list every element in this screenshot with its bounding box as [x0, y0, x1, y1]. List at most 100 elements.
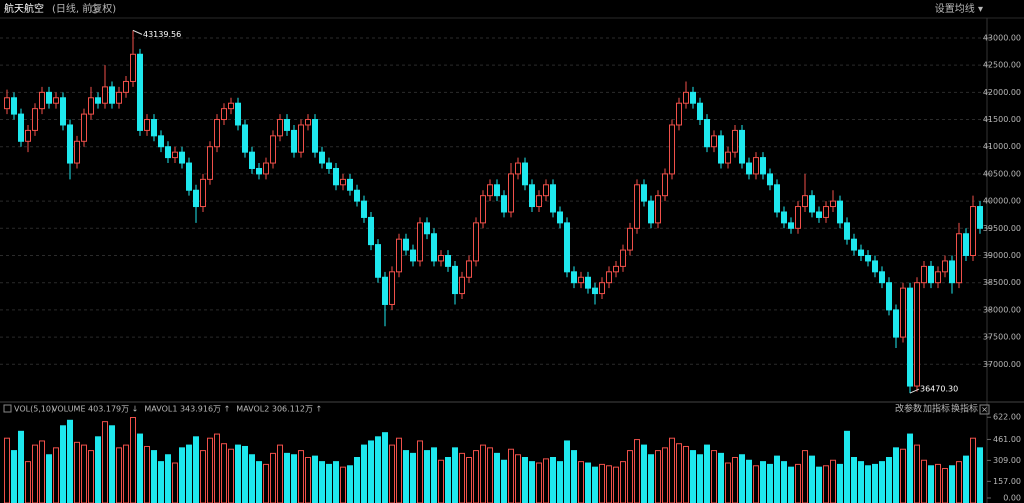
volume-bar — [270, 452, 276, 503]
volume-bar — [165, 454, 171, 503]
candle-body — [494, 184, 500, 197]
volume-bar — [914, 444, 920, 503]
volume-bar — [67, 419, 73, 503]
candle-body — [725, 151, 731, 164]
candle-body — [480, 195, 486, 224]
volume-bar — [956, 461, 962, 503]
volume-bar — [109, 425, 115, 503]
candle-body — [151, 119, 157, 137]
volume-bar — [95, 436, 101, 503]
volume-bar — [81, 444, 87, 503]
volume-bar — [116, 447, 122, 503]
candle-body — [795, 206, 801, 229]
candle-body — [543, 184, 549, 197]
candle-body — [907, 287, 913, 387]
volume-bar — [564, 440, 570, 503]
candle-body — [221, 108, 227, 121]
candle-body — [424, 222, 430, 235]
volume-bar — [802, 450, 808, 503]
candle-body — [557, 211, 563, 224]
ma-setting-button[interactable]: 设置均线 ▾ — [935, 2, 983, 15]
candle-body — [123, 80, 129, 93]
indicator-button[interactable]: 改参数 — [895, 403, 922, 415]
volume-bar — [207, 437, 213, 503]
y-tick-label: 42000.00 — [983, 88, 1021, 97]
candle-body — [655, 195, 661, 224]
volume-bar — [634, 439, 640, 503]
candle-body — [242, 124, 248, 153]
candle-body — [816, 211, 822, 218]
volume-bar — [144, 445, 150, 503]
candle-body — [599, 282, 605, 295]
candle-body — [536, 195, 542, 208]
y-tick-label: 309.00 — [993, 456, 1021, 465]
y-tick-label: 157.00 — [993, 477, 1021, 486]
candle-body — [641, 184, 647, 202]
volume-bar — [4, 437, 10, 503]
volume-bar — [795, 463, 801, 503]
y-tick-label: 37500.00 — [983, 333, 1021, 342]
volume-bar — [102, 421, 108, 503]
volume-bar — [130, 417, 136, 503]
volume-bar — [788, 466, 794, 503]
volume-bar — [326, 463, 332, 503]
candle-body — [361, 200, 367, 218]
candle-body — [501, 195, 507, 213]
settings-icon[interactable] — [90, 4, 100, 14]
candle-body — [893, 309, 899, 338]
volume-bar — [74, 441, 80, 503]
close-button[interactable] — [979, 404, 990, 415]
legend-entry: VOLUME 403.179万 ↓ — [52, 405, 138, 414]
volume-bar — [179, 447, 185, 503]
volume-bar — [746, 459, 752, 503]
candle-body — [592, 287, 598, 295]
low-label: 36470.30 — [920, 385, 958, 394]
candle-body — [648, 200, 654, 224]
indicator-button[interactable]: 加指标 — [923, 403, 950, 415]
candle-body — [214, 119, 220, 148]
volume-bar — [732, 457, 738, 503]
candle-body — [179, 151, 185, 164]
candle-body — [284, 119, 290, 131]
candle-body — [858, 249, 864, 257]
volume-bar — [501, 459, 507, 503]
candle-body — [354, 189, 360, 202]
candle-body — [788, 222, 794, 229]
candle-body — [977, 206, 983, 229]
volume-bar — [375, 436, 381, 503]
candle-body — [368, 216, 374, 246]
volume-bar — [592, 466, 598, 503]
candle-body — [578, 276, 584, 284]
candle-body — [921, 265, 927, 284]
volume-bar — [900, 448, 906, 503]
candle-body — [865, 255, 871, 262]
volume-bar — [368, 440, 374, 503]
volume-bar — [522, 457, 528, 503]
volume-bar — [928, 465, 934, 503]
volume-bar — [60, 425, 66, 503]
volume-bar — [613, 466, 619, 503]
candle-body — [277, 119, 283, 137]
volume-bar — [158, 461, 164, 503]
volume-bar — [648, 454, 654, 503]
candle-body — [613, 265, 619, 273]
close-icon[interactable]: × — [981, 405, 988, 414]
candle-body — [487, 184, 493, 197]
y-tick-label: 38500.00 — [983, 278, 1021, 287]
candle-body — [452, 265, 458, 295]
volume-bar — [32, 444, 38, 503]
volume-bar — [459, 452, 465, 503]
indicator-button[interactable]: 换指标 — [951, 403, 978, 415]
y-tick-label: 0.00 — [1003, 494, 1021, 503]
volume-bar — [711, 450, 717, 503]
candle-body — [11, 97, 17, 115]
candle-body — [291, 129, 297, 153]
volume-bar — [529, 461, 535, 503]
volume-bar — [935, 463, 941, 503]
volume-bar — [333, 461, 339, 503]
volume-bar — [977, 447, 983, 503]
volume-bar — [382, 432, 388, 503]
volume-bar — [585, 462, 591, 503]
vol-icon[interactable] — [3, 404, 12, 413]
